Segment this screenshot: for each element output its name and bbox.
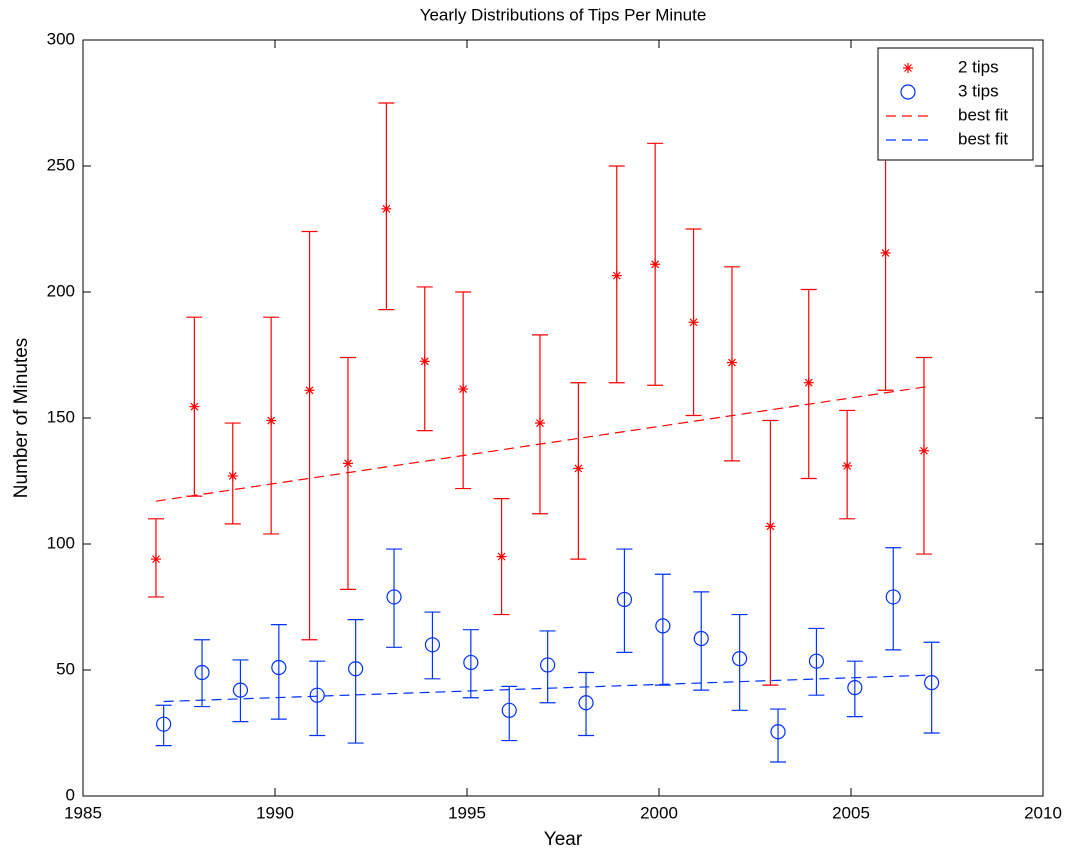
data-point (386, 589, 402, 605)
y-tick-label: 250 (47, 155, 75, 174)
data-point (424, 637, 441, 653)
legend (877, 47, 1034, 161)
data-point (885, 589, 901, 605)
data-point (348, 661, 364, 677)
fit-line (163, 674, 932, 703)
data-point (189, 401, 200, 412)
data-point (227, 470, 238, 481)
data-point (765, 521, 776, 532)
data-point (304, 385, 315, 396)
y-tick-label: 300 (47, 29, 75, 48)
y-tick-label: 0 (66, 785, 75, 804)
data-point (309, 687, 325, 703)
marker-stroke (497, 552, 506, 561)
data-point (458, 384, 469, 395)
marker-stroke (305, 386, 314, 395)
data-point (501, 702, 517, 718)
legend-box (877, 47, 1034, 161)
x-tick-label: 2005 (832, 803, 870, 822)
data-point (342, 458, 353, 469)
marker-stroke (728, 358, 736, 367)
marker-stroke (689, 318, 698, 327)
marker-stroke (190, 402, 199, 411)
data-point (803, 377, 814, 388)
marker-stroke (536, 419, 544, 427)
data-point (496, 551, 507, 562)
y-tick-label: 100 (47, 533, 75, 552)
fit-line (155, 385, 928, 502)
marker-stroke (766, 522, 775, 531)
data-point (194, 664, 210, 681)
x-axis-label: Year (544, 829, 583, 850)
data-point (616, 591, 633, 608)
data-point (534, 418, 545, 429)
data-point (463, 654, 479, 671)
marker-stroke (904, 64, 912, 72)
data-point (880, 247, 891, 258)
chart-title: Yearly Distributions of Tips Per Minute (420, 5, 707, 24)
data-point (150, 554, 161, 565)
data-point (847, 680, 863, 696)
marker-stroke (420, 357, 429, 366)
y-tick-label: 150 (47, 407, 75, 426)
data-point (770, 724, 786, 740)
data-point (156, 716, 172, 732)
data-point (232, 682, 249, 698)
marker-stroke (843, 461, 852, 470)
legend-symbol (900, 84, 916, 100)
legend-symbol (903, 63, 913, 73)
data-point (650, 259, 661, 270)
marker-stroke (267, 416, 276, 425)
data-point (655, 618, 671, 634)
data-point (693, 630, 709, 647)
data-point (688, 317, 699, 328)
marker-stroke (920, 446, 928, 455)
data-point (578, 695, 594, 711)
y-axis-label: Number of Minutes (11, 338, 32, 499)
legend-label: 3 tips (958, 81, 999, 100)
data-point (573, 463, 584, 474)
data-point (842, 460, 853, 471)
y-tick-label: 200 (47, 281, 75, 300)
data-point (726, 357, 737, 368)
legend-label: best fit (958, 129, 1008, 148)
data-point (381, 203, 392, 214)
marker-stroke (804, 378, 813, 387)
marker-stroke (152, 555, 160, 564)
y-tick-label: 50 (56, 659, 75, 678)
marker-stroke (382, 204, 391, 213)
x-tick-label: 1995 (448, 803, 486, 822)
marker-stroke (612, 271, 621, 280)
legend-label: 2 tips (958, 57, 999, 76)
data-point (732, 651, 748, 667)
data-point (271, 659, 287, 676)
x-tick-label: 1990 (256, 803, 294, 822)
legend-label: best fit (958, 105, 1008, 124)
data-point (266, 415, 277, 426)
x-tick-label: 2010 (1024, 803, 1062, 822)
data-point (419, 356, 430, 367)
marker-stroke (228, 472, 237, 480)
plot-frame (82, 39, 1044, 797)
x-tick-label: 2000 (640, 803, 678, 822)
marker-stroke (881, 249, 890, 257)
data-point (808, 653, 825, 669)
marker-stroke (574, 464, 583, 473)
marker-stroke (459, 385, 468, 393)
data-point (918, 445, 929, 456)
x-tick-label: 1985 (64, 803, 102, 822)
marker-stroke (344, 459, 352, 468)
marker-stroke (651, 260, 660, 269)
data-point (611, 270, 622, 281)
data-point (540, 657, 556, 673)
